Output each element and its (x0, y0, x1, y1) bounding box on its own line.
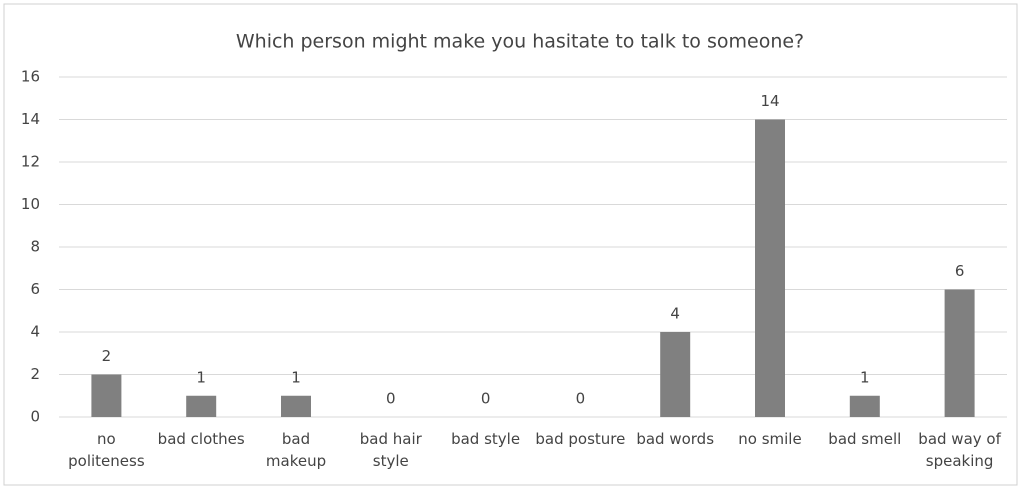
value-label: 1 (196, 368, 206, 386)
value-label: 2 (102, 347, 112, 365)
value-label: 0 (481, 390, 491, 408)
value-label: 1 (291, 368, 301, 386)
value-label: 6 (955, 262, 965, 280)
bar (944, 289, 975, 417)
bar (849, 395, 880, 417)
x-tick-label: bad posture (535, 430, 626, 448)
y-tick-label: 6 (30, 280, 40, 298)
bar (660, 332, 691, 417)
y-tick-label: 10 (21, 195, 40, 213)
x-tick-label: no politeness (68, 430, 145, 470)
x-tick-label: no smile (738, 430, 802, 448)
value-label: 0 (386, 390, 396, 408)
bar (91, 374, 122, 417)
chart-title: Which person might make you hasitate to … (236, 31, 804, 53)
x-tick-label: bad way of speaking (918, 430, 1001, 470)
x-tick-label: bad words (636, 430, 715, 448)
y-tick-label: 14 (21, 110, 40, 128)
value-label: 0 (576, 390, 586, 408)
x-tick-label: bad clothes (157, 430, 245, 448)
bar (186, 395, 217, 417)
x-tick-label: bad makeup (265, 430, 327, 470)
x-tick-label: bad smell (828, 430, 902, 448)
y-tick-label: 8 (30, 238, 40, 256)
x-tick-label: bad style (451, 430, 521, 448)
chart-border (3, 3, 1018, 486)
y-tick-label: 2 (30, 365, 40, 383)
bar (281, 395, 311, 417)
y-tick-label: 0 (30, 408, 40, 426)
value-label: 14 (760, 92, 779, 110)
x-tick-label: bad hair style (359, 430, 422, 470)
value-label: 4 (670, 305, 680, 323)
y-tick-label: 16 (21, 68, 40, 86)
bar (755, 119, 785, 417)
y-tick-label: 4 (30, 323, 40, 341)
y-tick-label: 12 (21, 153, 40, 171)
value-label: 1 (860, 368, 870, 386)
